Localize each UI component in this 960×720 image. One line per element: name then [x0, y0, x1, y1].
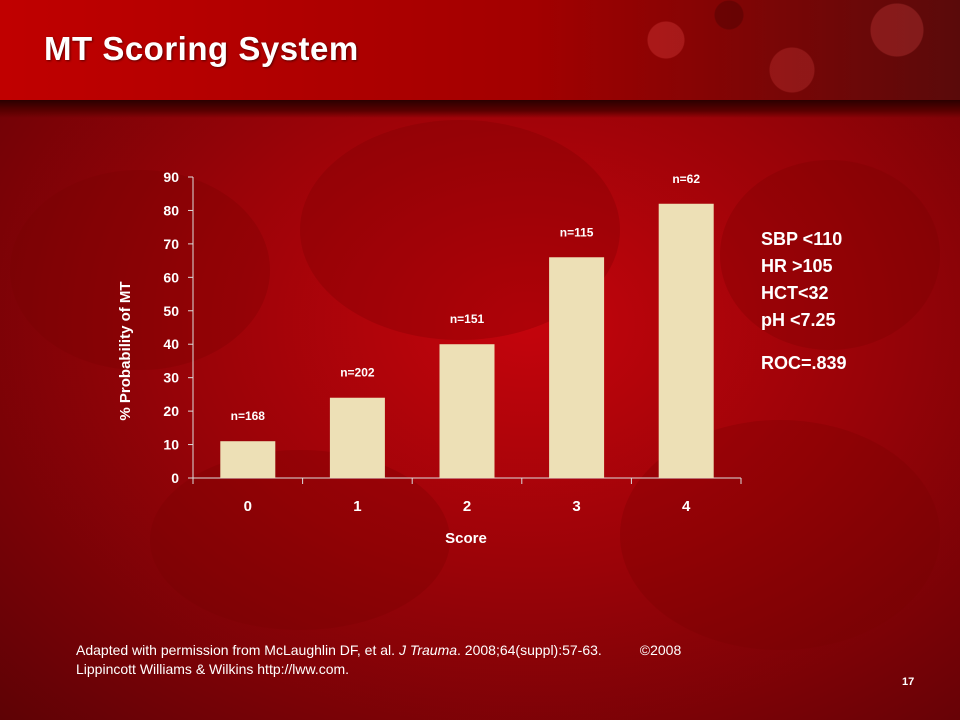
citation-copyright: ©2008 [639, 642, 682, 658]
y-tick-label: 60 [163, 269, 179, 285]
bar-score-2 [439, 344, 495, 478]
bar-score-1 [329, 397, 385, 478]
x-axis-label: Score [445, 530, 487, 547]
x-tick-label: 3 [572, 498, 580, 515]
y-tick-label: 0 [171, 470, 179, 486]
header-banner [0, 0, 960, 100]
criteria-sbp: SBP <110 [761, 229, 843, 249]
page-number: 17 [902, 676, 915, 688]
bar-score-0 [220, 441, 276, 478]
bar-n-label: n=202 [340, 366, 375, 380]
citation-prefix: Adapted with permission from McLaughlin … [76, 642, 399, 658]
y-tick-label: 80 [163, 202, 179, 218]
y-tick-label: 50 [163, 303, 179, 319]
citation-journal: J Trauma [398, 642, 458, 658]
y-tick-label: 40 [163, 336, 179, 352]
header-blood-cells-pattern [540, 0, 960, 100]
criteria-hr: HR >105 [761, 256, 833, 276]
x-tick-label: 0 [244, 498, 252, 515]
bar-score-4 [658, 203, 714, 478]
y-tick-label: 70 [163, 236, 179, 252]
bar-score-3 [549, 257, 605, 478]
background-blood-cell [10, 170, 270, 370]
criteria-list: SBP <110 HR >105 HCT<32 pH <7.25 [761, 226, 842, 334]
criteria-ph: pH <7.25 [761, 310, 836, 330]
background-blood-cell [150, 450, 450, 630]
x-tick-label: 2 [463, 498, 471, 515]
y-tick-label: 30 [163, 370, 179, 386]
citation: Adapted with permission from McLaughlin … [76, 641, 776, 679]
y-axis-label: % Probability of MT [117, 281, 134, 420]
bar-n-label: n=115 [560, 225, 594, 239]
y-tick-label: 90 [163, 169, 179, 185]
x-tick-label: 1 [353, 498, 361, 515]
slide-title: MT Scoring System [44, 30, 359, 67]
background-blood-cell [720, 160, 940, 350]
criteria-hct: HCT<32 [761, 283, 829, 303]
header-divider [0, 100, 960, 118]
bar-n-label: n=151 [450, 312, 485, 326]
bar-n-label: n=62 [672, 172, 700, 186]
citation-publisher: Lippincott Williams & Wilkins http://lww… [76, 661, 350, 677]
y-tick-label: 20 [163, 403, 179, 419]
bar-n-label: n=168 [231, 409, 266, 423]
y-tick-label: 10 [163, 437, 179, 453]
citation-detail: . 2008;64(suppl):57-63. [457, 642, 602, 658]
roc-value: ROC=.839 [761, 353, 847, 373]
x-tick-label: 4 [682, 498, 691, 515]
